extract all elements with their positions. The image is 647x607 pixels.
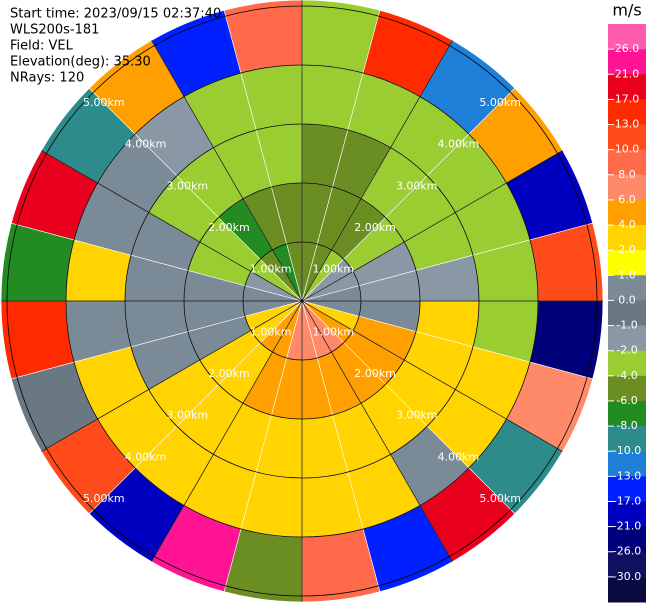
colorbar-swatch xyxy=(608,99,646,126)
colorbar-swatch xyxy=(608,149,646,176)
colorbar-swatch xyxy=(608,451,646,477)
colorbar-swatch xyxy=(608,74,646,100)
range-label: 4.00km xyxy=(438,450,480,463)
colorbar-swatch xyxy=(608,350,646,377)
range-label: 4.00km xyxy=(125,138,167,151)
range-label: 5.00km xyxy=(479,492,521,505)
colorbar-swatch xyxy=(608,225,646,251)
range-label: 5.00km xyxy=(479,96,521,109)
colorbar-swatch xyxy=(608,501,646,528)
colorbar-label: 8.0 xyxy=(618,168,636,181)
colorbar-label: -6.0 xyxy=(616,394,637,407)
colorbar-swatch xyxy=(608,325,646,352)
colorbar-label: -1.0 xyxy=(616,319,637,332)
colorbar-label: 4.0 xyxy=(618,218,636,231)
info-line: Field: VEL xyxy=(10,39,74,54)
colorbar-title: m/s xyxy=(612,1,641,20)
colorbar-label: 21.0 xyxy=(615,67,640,80)
info-line: WLS200s-181 xyxy=(10,23,99,38)
colorbar-label: -13.0 xyxy=(613,469,641,482)
colorbar-label: 26.0 xyxy=(615,42,640,55)
range-label: 1.00km xyxy=(313,263,355,276)
range-label: 2.00km xyxy=(208,221,250,234)
spoke xyxy=(151,40,303,302)
info-line: Elevation(deg): 35.30 xyxy=(10,55,151,70)
range-ring xyxy=(124,123,480,479)
spoke xyxy=(41,150,303,302)
colorbar-label: 17.0 xyxy=(615,92,640,105)
colorbar-swatch xyxy=(608,426,646,452)
colorbar: 26.0 21.0 17.0 13.0 10.0 8.0 6.0 4.0 2.0 1.0 0.0 -1… xyxy=(608,24,646,603)
colorbar-label: -2.0 xyxy=(616,344,637,357)
spoke xyxy=(41,300,303,452)
colorbar-swatch xyxy=(608,526,646,553)
range-label: 1.00km xyxy=(250,263,292,276)
colorbar-swatch xyxy=(608,576,646,603)
colorbar-swatch xyxy=(608,275,646,301)
field xyxy=(0,0,604,603)
colorbar-swatch xyxy=(608,300,646,327)
range-ring xyxy=(65,64,539,538)
colorbar-label: 0.0 xyxy=(618,293,636,306)
colorbar-swatch xyxy=(608,49,646,75)
colorbar-swatch xyxy=(608,124,646,151)
colorbar-label: -10.0 xyxy=(613,444,641,457)
range-ring xyxy=(183,182,421,420)
grid xyxy=(1,0,603,602)
range-label: 3.00km xyxy=(396,409,438,422)
spoke xyxy=(151,300,303,562)
colorbar-label: -8.0 xyxy=(616,419,637,432)
spoke xyxy=(301,300,563,452)
range-label: 5.00km xyxy=(83,492,125,505)
range-label: 3.00km xyxy=(396,179,438,192)
spoke xyxy=(301,40,453,302)
range-label: 4.00km xyxy=(125,450,167,463)
range-label: 2.00km xyxy=(354,367,396,380)
colorbar-label: 10.0 xyxy=(615,143,640,156)
colorbar-label: -21.0 xyxy=(613,520,641,533)
range-ring xyxy=(242,241,362,361)
colorbar-label: -30.0 xyxy=(613,570,641,583)
spoke xyxy=(301,150,563,302)
colorbar-swatch xyxy=(608,400,646,427)
colorbar-swatch xyxy=(608,174,646,201)
colorbar-swatch xyxy=(608,199,646,226)
colorbar-label: -4.0 xyxy=(616,369,637,382)
colorbar-label: -26.0 xyxy=(613,545,641,558)
colorbar-label: 6.0 xyxy=(618,193,636,206)
labels: 1.00km 1.00km 1.00km 1.00km 2.00km 2.00km 2.00… xyxy=(83,96,521,505)
colorbar-label: -17.0 xyxy=(613,494,641,507)
range-label: 4.00km xyxy=(438,138,480,151)
range-label: 2.00km xyxy=(354,221,396,234)
colorbar-label: 1.0 xyxy=(618,268,636,281)
range-label: 3.00km xyxy=(166,179,208,192)
colorbar-swatch xyxy=(608,551,646,578)
colorbar-swatch xyxy=(608,24,646,50)
colorbar-swatch xyxy=(608,375,646,402)
colorbar-swatch xyxy=(608,476,646,502)
info-line: Start time: 2023/09/15 02:37:40 xyxy=(10,7,221,22)
colorbar-label: 2.0 xyxy=(618,243,636,256)
range-label: 2.00km xyxy=(208,367,250,380)
colorbar-label: 13.0 xyxy=(615,118,640,131)
range-label: 1.00km xyxy=(313,325,355,338)
spoke xyxy=(301,300,453,562)
range-ring xyxy=(6,5,598,597)
info-line: NRays: 120 xyxy=(10,71,84,86)
range-label: 3.00km xyxy=(166,409,208,422)
range-label: 5.00km xyxy=(83,96,125,109)
colorbar-swatch xyxy=(608,250,646,276)
range-label: 1.00km xyxy=(250,325,292,338)
